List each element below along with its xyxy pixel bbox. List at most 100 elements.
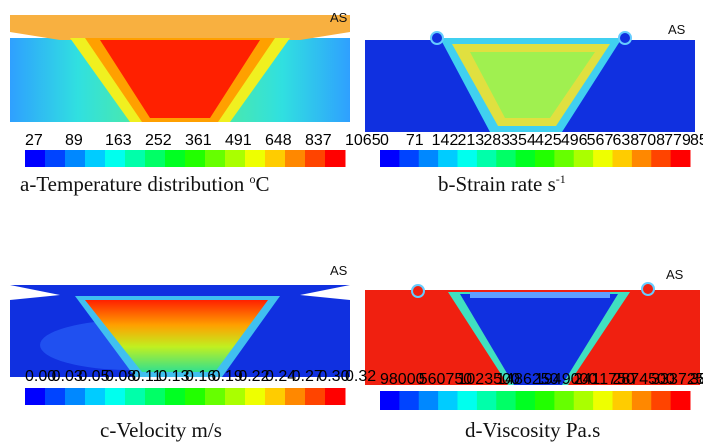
colorbar-tick-label: 425 — [535, 132, 562, 149]
colorbar-swatch — [85, 150, 106, 167]
colorbar-swatch — [554, 150, 575, 167]
colorbar-tick-label: 0.05 — [78, 368, 109, 385]
colorbar-swatch — [45, 388, 66, 405]
colorbar-swatch — [515, 150, 536, 167]
colorbar-tick-label: 0.30 — [318, 368, 349, 385]
colorbar-tick-label: 0.24 — [265, 368, 296, 385]
colorbar-swatch — [631, 391, 652, 410]
colorbar-tick-label: 213 — [458, 132, 485, 149]
colorbar-swatch — [25, 388, 46, 405]
colorbar-swatch — [145, 388, 166, 405]
colorbar-swatch — [205, 150, 226, 167]
colorbar-swatch — [145, 150, 166, 167]
colorbar-tick-label: 283 — [483, 132, 510, 149]
colorbar-tick-label: 0.11 — [132, 368, 162, 385]
colorbar-swatch — [535, 391, 555, 410]
colorbar-tick-label: 0.08 — [105, 368, 136, 385]
colorbar-swatch — [670, 150, 691, 167]
colorbar-swatch — [418, 150, 439, 167]
colorbar-tick-label: 0 — [380, 132, 389, 149]
colorbar-swatch — [305, 388, 326, 405]
colorbar-swatch — [285, 150, 306, 167]
colorbar-swatch — [399, 150, 420, 167]
colorbar-tick-label: 567 — [587, 132, 614, 149]
colorbar-swatch — [535, 150, 555, 167]
colorbar-swatch — [205, 388, 226, 405]
colorbar-tick-label: 2411750 — [574, 371, 635, 388]
colorbar-tick-label: 779 — [664, 132, 691, 149]
colorbar-swatch — [380, 150, 400, 167]
colorbar-swatch — [380, 391, 400, 410]
colorbar-swatch — [65, 388, 86, 405]
colorbar-tick-label: 0.03 — [52, 368, 83, 385]
colorbar-swatch — [125, 150, 146, 167]
colorbar-swatch — [457, 150, 478, 167]
colorbar-swatch — [25, 150, 46, 167]
colorbar-tick-label: 3800000 — [690, 371, 703, 388]
colorbar-swatch — [245, 150, 266, 167]
contour-b — [365, 31, 695, 132]
colorbar-swatch — [438, 150, 458, 167]
colorbar-tick-label: 0.16 — [185, 368, 216, 385]
colorbar-swatch — [265, 388, 286, 405]
caption: c-Velocity m/s — [100, 418, 222, 442]
colorbar-swatch — [185, 150, 206, 167]
colorbar-tick-label: 560750 — [419, 371, 472, 388]
colorbar-swatch — [573, 391, 594, 410]
colorbar-tick-label: 638 — [613, 132, 640, 149]
colorbar-swatch — [85, 388, 106, 405]
colorbar-tick-label: 3337250 — [651, 371, 703, 388]
colorbar-swatch — [65, 150, 86, 167]
as-label: AS — [330, 10, 348, 25]
colorbar-tick-label: 354 — [509, 132, 536, 149]
colorbar-tick-label: 0.00 — [25, 368, 56, 385]
colorbar-tick-label: 0.13 — [158, 368, 189, 385]
colorbar-tick-label: 0.32 — [345, 368, 376, 385]
colorbar-tick-label: 71 — [406, 132, 424, 149]
colorbar-swatch — [651, 150, 672, 167]
colorbar-tick-label: 1486250 — [496, 371, 558, 388]
colorbar-swatch — [573, 150, 594, 167]
colorbar-swatch — [165, 388, 186, 405]
colorbar-tick-label: 0.19 — [212, 368, 243, 385]
colorbar-swatch — [651, 391, 672, 410]
colorbar-swatch — [305, 150, 326, 167]
colorbar-swatch — [105, 150, 126, 167]
colorbar-swatch — [515, 391, 536, 410]
colorbar-swatch — [225, 388, 246, 405]
colorbar-swatch — [105, 388, 126, 405]
colorbar-swatch — [399, 391, 420, 410]
colorbar-swatch — [554, 391, 575, 410]
contour-d — [365, 282, 700, 385]
colorbar-tick-label: 252 — [145, 132, 172, 149]
colorbar-swatch — [165, 150, 186, 167]
colorbar-tick-label: 89 — [65, 132, 83, 149]
as-label: AS — [666, 267, 684, 282]
colorbars: 27 89 163 252 361 491 648 837 1065 0 71 142 213 283 35… — [25, 132, 703, 410]
colorbar-swatch — [125, 388, 146, 405]
colorbar-tick-label: 837 — [305, 132, 332, 149]
colorbar-tick-label: 0.22 — [238, 368, 269, 385]
colorbar-tick-label: 496 — [561, 132, 588, 149]
colorbar-tick-label: 491 — [225, 132, 252, 149]
colorbar-tick-label: 1949000 — [535, 371, 597, 388]
colorbar-tick-label: 648 — [265, 132, 292, 149]
colorbar-swatch — [325, 150, 346, 167]
colorbar-tick-label: 0.27 — [292, 368, 323, 385]
as-label: AS — [668, 22, 686, 37]
colorbar-swatch — [185, 388, 206, 405]
contour-c — [10, 285, 350, 377]
colorbar-tick-label: 98000 — [380, 371, 425, 388]
colorbar-swatch — [612, 150, 633, 167]
colorbar-tick-label: 142 — [432, 132, 459, 149]
colorbar-swatch — [496, 391, 517, 410]
colorbar-swatch — [457, 391, 478, 410]
caption: b-Strain rate s-1 — [438, 172, 566, 196]
colorbar-tick-label: 850 — [690, 132, 703, 149]
caption: d-Viscosity Pa.s — [465, 418, 601, 442]
colorbar-swatch — [496, 150, 517, 167]
colorbar-swatch — [631, 150, 652, 167]
colorbar-swatch — [225, 150, 246, 167]
